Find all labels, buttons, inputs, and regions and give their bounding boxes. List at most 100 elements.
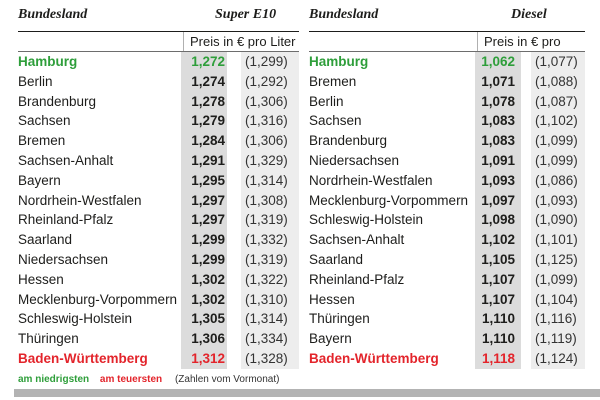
table-row: Mecklenburg-Vorpommern 1,097 (1,093) <box>309 190 585 211</box>
state-name: Bremen <box>18 133 66 149</box>
previous-month-value: (1,101) <box>531 230 585 250</box>
table-row: Bremen 1,284 (1,306) <box>18 131 299 151</box>
table-row: Hessen 1,302 (1,322) <box>18 269 299 290</box>
state-name: Brandenburg <box>18 93 97 109</box>
previous-month-value: (1,090) <box>531 210 585 231</box>
state-name: Thüringen <box>309 311 370 327</box>
legend: am niedrigsten am teuersten (Zahlen vom … <box>18 374 279 385</box>
table-row: Sachsen 1,279 (1,316) <box>18 111 299 132</box>
table-row: Schleswig-Holstein 1,305 (1,314) <box>18 309 299 330</box>
state-name: Hamburg <box>18 54 78 69</box>
fuel-type-label: Diesel <box>511 7 547 22</box>
table-row: Saarland 1,105 (1,125) <box>309 249 585 270</box>
previous-month-value: (1,086) <box>531 170 585 191</box>
previous-month-value: (1,299) <box>241 52 299 72</box>
state-name: Sachsen-Anhalt <box>309 232 405 248</box>
price-value: 1,295 <box>181 170 227 191</box>
previous-month-value: (1,099) <box>531 150 585 171</box>
state-name: Mecklenburg-Vorpommern <box>309 192 469 208</box>
unit-divider <box>18 51 299 52</box>
table-row: Hessen 1,107 (1,104) <box>309 289 585 310</box>
previous-month-value: (1,088) <box>531 71 585 92</box>
unit-row: Preis in € pro Liter <box>18 32 299 52</box>
previous-month-value: (1,124) <box>531 348 585 369</box>
table-row: Sachsen-Anhalt 1,291 (1,329) <box>18 150 299 171</box>
previous-month-value: (1,306) <box>241 131 299 151</box>
table-header: Bundesland Super E10 <box>18 0 299 32</box>
price-value: 1,274 <box>181 71 227 92</box>
price-value: 1,062 <box>475 52 521 72</box>
previous-month-value: (1,319) <box>241 249 299 270</box>
fuel-type-label: Super E10 <box>215 7 277 22</box>
column-label-bundesland: Bundesland <box>18 7 88 22</box>
column-label-bundesland: Bundesland <box>309 7 379 22</box>
price-value: 1,083 <box>475 131 521 151</box>
table-row: Hamburg 1,062 (1,077) <box>309 52 585 72</box>
previous-month-value: (1,099) <box>531 269 585 290</box>
state-name: Nordrhein-Westfalen <box>18 192 142 208</box>
table-row: Saarland 1,299 (1,332) <box>18 230 299 250</box>
price-value: 1,078 <box>475 91 521 112</box>
state-name: Bayern <box>18 172 61 188</box>
previous-month-value: (1,319) <box>241 210 299 231</box>
price-value: 1,272 <box>181 52 227 72</box>
state-name: Mecklenburg-Vorpommern <box>18 291 178 307</box>
state-name: Saarland <box>309 251 364 267</box>
legend-lowest: am niedrigsten <box>18 374 90 385</box>
table-row: Rheinland-Pfalz 1,107 (1,099) <box>309 269 585 290</box>
state-name: Sachsen <box>18 113 71 129</box>
previous-month-value: (1,328) <box>241 348 299 369</box>
state-name: Sachsen-Anhalt <box>18 152 114 168</box>
header-divider <box>18 31 299 32</box>
super-e10-table: Bundesland Super E10 Preis in € pro Lite… <box>18 0 299 369</box>
previous-month-value: (1,332) <box>241 230 299 250</box>
previous-month-value: (1,099) <box>531 131 585 151</box>
table-row: Niedersachsen 1,091 (1,099) <box>309 150 585 171</box>
state-name: Thüringen <box>18 331 79 347</box>
legend-highest: am teuersten <box>99 374 163 385</box>
price-unit-label: Preis in € pro Liter <box>477 32 585 69</box>
state-name: Sachsen <box>309 113 362 129</box>
table-row: Niedersachsen 1,299 (1,319) <box>18 249 299 270</box>
price-value: 1,083 <box>475 111 521 132</box>
previous-month-value: (1,104) <box>531 289 585 310</box>
state-name: Hessen <box>309 291 355 307</box>
price-value: 1,093 <box>475 170 521 191</box>
table-row: Nordrhein-Westfalen 1,093 (1,086) <box>309 170 585 191</box>
state-name: Rheinland-Pfalz <box>18 212 114 228</box>
price-value: 1,097 <box>475 190 521 211</box>
state-name: Brandenburg <box>309 133 388 149</box>
previous-month-value: (1,308) <box>241 190 299 211</box>
table-row: Mecklenburg-Vorpommern 1,302 (1,310) <box>18 289 299 310</box>
unit-divider <box>309 51 585 52</box>
previous-month-value: (1,102) <box>531 111 585 132</box>
price-value: 1,279 <box>181 111 227 132</box>
price-value: 1,118 <box>475 348 521 369</box>
price-rows: Hamburg 1,272 (1,299) Berlin 1,274 (1,292) Bra… <box>18 52 299 369</box>
previous-month-value: (1,116) <box>531 309 585 330</box>
table-header: Bundesland Diesel <box>309 0 585 32</box>
state-name: Schleswig-Holstein <box>309 212 424 228</box>
table-row: Brandenburg 1,278 (1,306) <box>18 91 299 112</box>
state-name: Rheinland-Pfalz <box>309 271 405 287</box>
price-value: 1,302 <box>181 269 227 290</box>
table-row: Berlin 1,274 (1,292) <box>18 71 299 92</box>
previous-month-value: (1,119) <box>531 329 585 349</box>
previous-month-value: (1,077) <box>531 52 585 72</box>
state-name: Bremen <box>309 73 357 89</box>
table-row: Thüringen 1,110 (1,116) <box>309 309 585 330</box>
previous-month-value: (1,087) <box>531 91 585 112</box>
price-value: 1,302 <box>181 289 227 310</box>
table-row: Bremen 1,071 (1,088) <box>309 71 585 92</box>
price-unit-label: Preis in € pro Liter <box>183 32 299 52</box>
table-row: Nordrhein-Westfalen 1,297 (1,308) <box>18 190 299 211</box>
header-divider <box>309 31 585 32</box>
price-value: 1,098 <box>475 210 521 231</box>
state-name: Niedersachsen <box>309 152 400 168</box>
price-value: 1,071 <box>475 71 521 92</box>
table-row: Berlin 1,078 (1,087) <box>309 91 585 112</box>
price-value: 1,284 <box>181 131 227 151</box>
table-row: Bayern 1,295 (1,314) <box>18 170 299 191</box>
price-value: 1,107 <box>475 289 521 310</box>
price-value: 1,297 <box>181 210 227 231</box>
